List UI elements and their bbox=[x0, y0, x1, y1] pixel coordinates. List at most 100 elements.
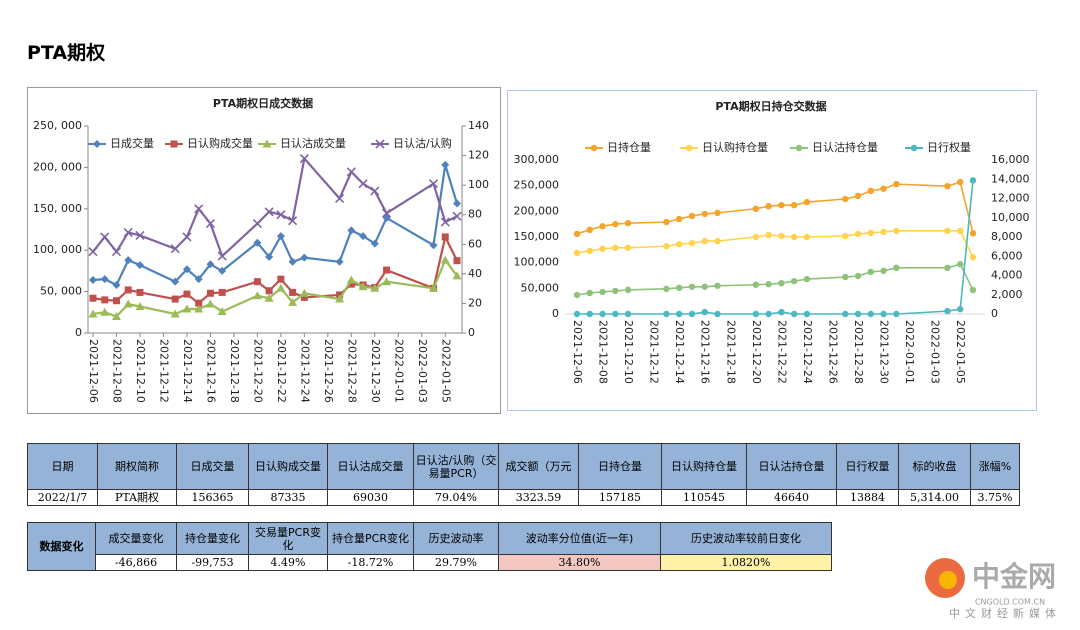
point bbox=[429, 241, 438, 250]
legend-marker bbox=[795, 144, 803, 152]
point bbox=[842, 273, 849, 281]
point bbox=[778, 232, 785, 240]
point bbox=[441, 233, 449, 241]
x-tick-label: 2022-01-03 bbox=[929, 320, 942, 384]
point bbox=[171, 277, 180, 286]
x-tick-label: 2021-12-12 bbox=[157, 339, 170, 403]
logo bbox=[939, 571, 957, 589]
point bbox=[944, 264, 951, 271]
legend-label: 日成交量 bbox=[110, 136, 154, 150]
data-row: -46,866 -99,753 4.49% -18.72% 29.79% 34.80% 1.… bbox=[28, 554, 832, 571]
y2-tick-label: 60 bbox=[468, 237, 482, 250]
legend-marker bbox=[910, 144, 918, 152]
point bbox=[969, 254, 977, 261]
point bbox=[429, 283, 439, 292]
point bbox=[893, 310, 900, 318]
y-tick-label: 250,000 bbox=[514, 179, 560, 192]
y2-tick-label: 6,000 bbox=[991, 249, 1023, 262]
point bbox=[112, 297, 120, 305]
point bbox=[803, 310, 811, 318]
point bbox=[276, 283, 286, 292]
legend-marker bbox=[262, 139, 272, 148]
cell: 3.75% bbox=[970, 489, 1020, 506]
point bbox=[205, 299, 215, 308]
cell: 157185 bbox=[578, 489, 662, 506]
point bbox=[701, 237, 708, 245]
point bbox=[573, 230, 581, 238]
point bbox=[599, 288, 606, 296]
point bbox=[944, 182, 951, 190]
x-tick-label: 2021-12-22 bbox=[275, 339, 288, 403]
point bbox=[573, 249, 581, 257]
cell: 5,314.00 bbox=[898, 489, 971, 506]
point bbox=[778, 201, 785, 209]
point bbox=[790, 277, 798, 285]
cell: 156365 bbox=[176, 489, 249, 506]
point bbox=[969, 230, 977, 237]
point bbox=[452, 271, 462, 280]
point bbox=[452, 211, 462, 221]
y-tick-label: 300,000 bbox=[514, 153, 560, 166]
point bbox=[663, 310, 670, 318]
point bbox=[663, 218, 670, 226]
cell: 110545 bbox=[661, 489, 747, 506]
point bbox=[182, 265, 191, 274]
point bbox=[381, 208, 392, 218]
x-tick-label: 2021-12-16 bbox=[204, 339, 217, 403]
point bbox=[880, 267, 887, 275]
point bbox=[688, 283, 696, 290]
point bbox=[573, 310, 581, 318]
point bbox=[867, 187, 875, 194]
watermark: 中金网 CNGOLD.COM.CN 中文财经新媒体 bbox=[925, 558, 1056, 620]
point bbox=[440, 217, 450, 227]
y2-tick-label: 0 bbox=[468, 326, 475, 339]
point bbox=[264, 207, 274, 217]
point bbox=[88, 309, 98, 318]
legend-marker bbox=[590, 144, 598, 152]
point bbox=[714, 310, 721, 318]
point bbox=[765, 310, 772, 318]
x-tick-label: 2021-12-06 bbox=[87, 339, 100, 403]
watermark-site: CNGOLD.COM.CN bbox=[975, 598, 1045, 607]
point bbox=[880, 185, 887, 192]
point bbox=[382, 277, 392, 286]
point bbox=[803, 198, 811, 206]
point bbox=[893, 264, 900, 271]
point bbox=[300, 253, 309, 262]
point bbox=[714, 237, 721, 245]
point bbox=[957, 227, 964, 235]
header-cell: 成交量变化 bbox=[95, 522, 177, 555]
legend-marker bbox=[170, 140, 178, 148]
point bbox=[701, 308, 708, 316]
point bbox=[194, 204, 204, 214]
header-cell: 成交额（万元 bbox=[498, 443, 579, 490]
header-cell: 持仓量PCR变化 bbox=[327, 522, 414, 555]
point bbox=[218, 288, 226, 296]
x-tick-label: 2021-12-08 bbox=[110, 339, 123, 403]
change-table: 数据变化 成交量变化 持仓量变化 交易量PCR变化 持仓量PCR变化 历史波动率 波动率分位… bbox=[27, 522, 832, 571]
x-tick-label: 2021-12-24 bbox=[801, 320, 814, 384]
cell: 79.04% bbox=[413, 489, 499, 506]
point bbox=[335, 257, 344, 266]
point bbox=[253, 238, 262, 247]
x-tick-label: 2022-01-01 bbox=[903, 320, 916, 384]
point bbox=[752, 233, 760, 241]
header-row: 数据变化 成交量变化 持仓量变化 交易量PCR变化 持仓量PCR变化 历史波动率 波动率分位… bbox=[27, 522, 832, 571]
point bbox=[89, 276, 97, 285]
point bbox=[171, 295, 179, 303]
point bbox=[675, 240, 683, 248]
point bbox=[842, 195, 849, 203]
point bbox=[854, 272, 862, 280]
point bbox=[182, 232, 192, 242]
header-cell: 日认购成交量 bbox=[248, 443, 328, 490]
point bbox=[288, 297, 298, 306]
cell: 1.0820% bbox=[660, 554, 832, 571]
y2-tick-label: 20 bbox=[468, 296, 482, 309]
y-tick-label: 200,000 bbox=[514, 204, 560, 217]
header-cell: 持仓量变化 bbox=[176, 522, 249, 555]
point bbox=[624, 219, 632, 227]
point bbox=[194, 275, 203, 284]
y-tick-label: 100, 000 bbox=[33, 243, 82, 256]
x-tick-label: 2022-01-03 bbox=[416, 339, 429, 403]
point bbox=[612, 244, 619, 251]
